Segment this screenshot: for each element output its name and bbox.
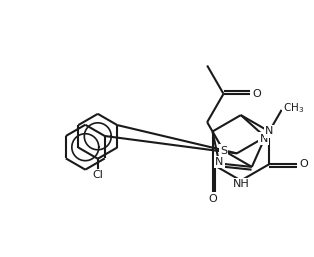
Text: O: O (252, 89, 261, 99)
Text: N: N (259, 134, 268, 144)
Text: NH: NH (232, 179, 249, 189)
Text: Cl: Cl (92, 170, 103, 180)
Text: N: N (215, 157, 224, 167)
Text: N: N (265, 126, 273, 136)
Text: O: O (208, 194, 217, 204)
Text: S: S (220, 145, 227, 155)
Text: O: O (300, 159, 308, 169)
Text: CH$_3$: CH$_3$ (283, 102, 305, 115)
